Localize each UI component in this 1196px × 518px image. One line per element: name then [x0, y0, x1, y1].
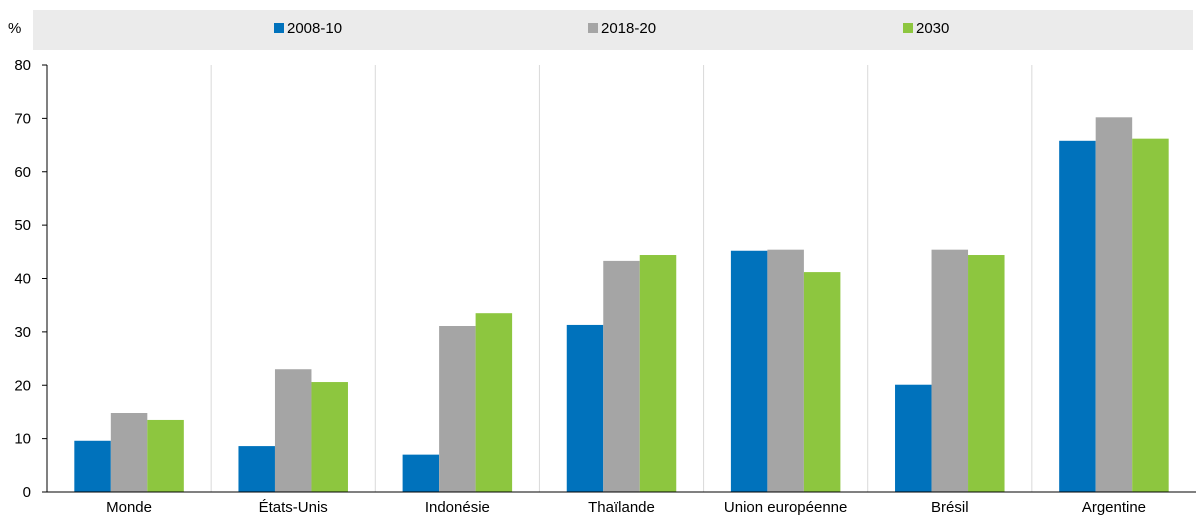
bar-2008-10-Indonésie	[402, 454, 440, 492]
bar-2018-20-Indonésie	[439, 326, 476, 492]
y-axis: 0 10 20 30 40 50 60 70 80	[14, 57, 48, 501]
legend-background	[33, 10, 1193, 50]
bar-2030-Brésil	[968, 255, 1005, 492]
bar-2018-20-Brésil	[931, 249, 969, 492]
y-tick-label: 70	[14, 110, 31, 127]
y-tick-label: 10	[14, 431, 31, 448]
bar-2008-10-États-Unis	[238, 446, 275, 492]
y-tick-label: 40	[14, 271, 31, 288]
bar-2008-10-Brésil	[895, 384, 932, 492]
y-tick-label: 60	[14, 164, 31, 181]
y-tick-label: 80	[14, 57, 31, 74]
bar-2008-10-Thaïlande	[566, 324, 604, 492]
bar-2018-20-Monde	[110, 413, 148, 492]
y-tick-label: 30	[14, 324, 31, 341]
bar-2030-États-Unis	[311, 382, 348, 492]
y-tick-label: 20	[14, 377, 31, 394]
x-tick-label: Thaïlande	[588, 499, 655, 516]
bars	[74, 117, 1169, 493]
bar-2008-10-Union européenne	[730, 250, 768, 492]
bar-2018-20-Union européenne	[767, 249, 804, 492]
x-tick-label: Brésil	[931, 499, 969, 516]
bar-2030-Argentine	[1132, 138, 1169, 492]
category-separators	[210, 65, 1033, 492]
y-tick-label: 50	[14, 217, 31, 234]
bar-2018-20-États-Unis	[274, 369, 312, 492]
y-tick-label: 0	[23, 484, 31, 501]
bar-2018-20-Argentine	[1095, 117, 1133, 493]
bar-2030-Thaïlande	[639, 255, 677, 492]
legend-label-2008-10: 2008-10	[287, 20, 342, 37]
x-tick-label: Union européenne	[724, 499, 847, 516]
legend-label-2030: 2030	[916, 20, 949, 37]
x-tick-label: Argentine	[1082, 499, 1146, 516]
bar-2030-Union européenne	[803, 272, 841, 492]
x-tick-label: États-Unis	[259, 499, 328, 516]
bar-2008-10-Argentine	[1059, 140, 1096, 493]
bar-2008-10-Monde	[74, 440, 111, 492]
bar-2030-Monde	[147, 419, 184, 492]
legend-swatch-2008-10	[274, 23, 284, 33]
legend: 2008-10 2018-20 2030	[274, 20, 949, 37]
legend-label-2018-20: 2018-20	[601, 20, 656, 37]
y-axis-unit-label: %	[8, 20, 21, 37]
bar-2030-Indonésie	[475, 313, 513, 492]
x-tick-label: Monde	[106, 499, 152, 516]
legend-swatch-2018-20	[588, 23, 598, 33]
x-axis: Monde États-Unis Indonésie Thaïlande Union e…	[47, 491, 1196, 516]
x-tick-label: Indonésie	[425, 499, 490, 516]
legend-swatch-2030	[903, 23, 913, 33]
bar-2018-20-Thaïlande	[603, 260, 640, 492]
